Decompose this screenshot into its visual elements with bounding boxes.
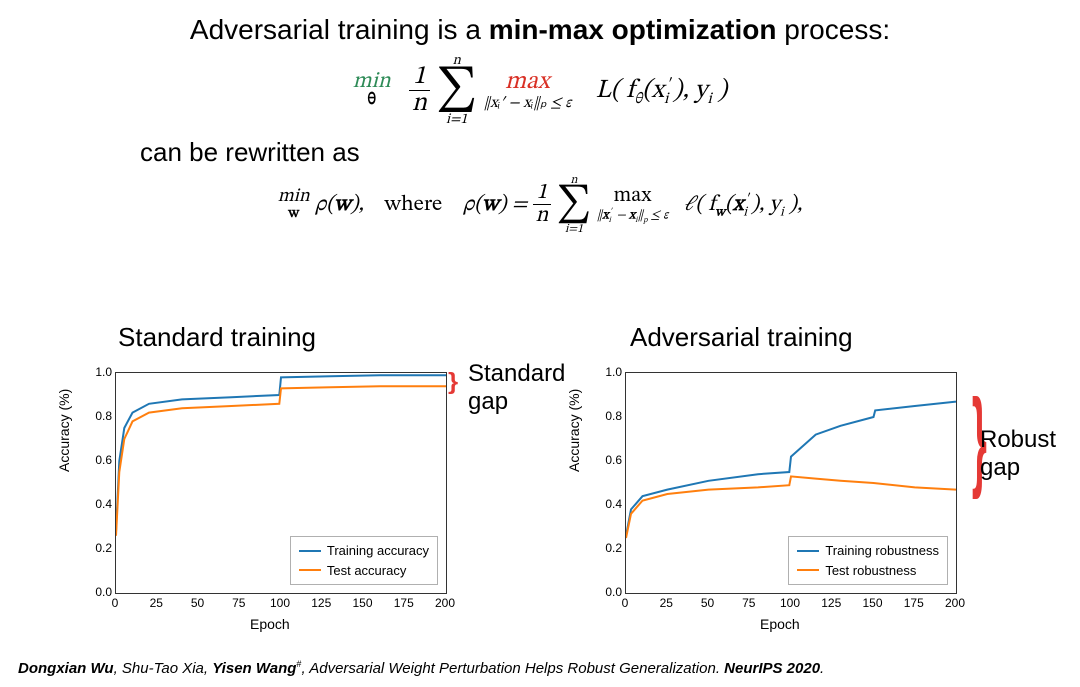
ytick: 0.8 [600,409,622,423]
rewritten-text: can be rewritten as [140,137,1080,168]
chart-right-title: Adversarial training [630,322,853,353]
ytick: 0.0 [600,585,622,599]
ytick: 0.4 [90,497,112,511]
ytick: 0.2 [600,541,622,555]
xtick: 50 [191,596,204,610]
xtick: 0 [112,596,119,610]
formula-minmax: min θ 1n n ∑ i=1 max ‖xᵢ′ − xᵢ‖ₚ ≤ ε L( … [0,54,1080,127]
plot-left: Training accuracy Test accuracy [115,372,447,594]
theta-label: θ [353,93,391,110]
plot-right: Training robustness Test robustness [625,372,957,594]
charts-region: Standard training Adversarial training A… [0,322,1080,652]
line-test-robustness [626,476,956,538]
ytick: 0.4 [600,497,622,511]
ytick: 0.6 [600,453,622,467]
min-w-label: min [278,188,310,207]
xtick: 50 [701,596,714,610]
ytick: 0.2 [90,541,112,555]
ytick: 0.8 [90,409,112,423]
xtick: 200 [945,596,965,610]
xtick: 175 [904,596,924,610]
min-label: min [353,71,391,93]
ylabel-right: Accuracy (%) [566,389,582,472]
formula-rho: min w ρ(w), where ρ(w) = 1n n ∑ i=1 max … [0,174,1080,236]
line-training-robustness [626,402,956,536]
title-post: process: [777,14,891,45]
xtick: 150 [862,596,882,610]
title-bold: min-max optimization [489,14,777,45]
ylabel-left: Accuracy (%) [56,389,72,472]
xtick: 25 [150,596,163,610]
xlabel-left: Epoch [250,616,290,632]
xtick: 175 [394,596,414,610]
legend-right: Training robustness Test robustness [788,536,948,585]
line-training-accuracy [116,375,446,531]
brace-standard-gap: } [448,368,458,396]
adversarial-training-chart: Accuracy (%) Epoch Training robustness T… [570,362,970,632]
xtick: 125 [311,596,331,610]
xtick: 150 [352,596,372,610]
xtick: 200 [435,596,455,610]
citation: Dongxian Wu, Shu-Tao Xia, Yisen Wang#, A… [18,659,1062,677]
ytick: 0.0 [90,585,112,599]
xtick: 100 [780,596,800,610]
sum-lower: i=1 [436,113,477,127]
slide-title: Adversarial training is a min-max optimi… [0,0,1080,46]
standard-training-chart: Accuracy (%) Epoch Training accuracy Tes… [60,362,460,632]
xtick: 75 [742,596,755,610]
xtick: 125 [821,596,841,610]
xtick: 100 [270,596,290,610]
chart-left-title: Standard training [118,322,316,353]
loss2-expr: ℓ( fw(xi′), yi ), [684,194,803,216]
title-pre: Adversarial training is a [190,14,489,45]
legend-left: Training accuracy Test accuracy [290,536,438,585]
w-label: w [278,207,310,221]
ytick: 1.0 [90,365,112,379]
constraint-1: ‖xᵢ′ − xᵢ‖ₚ ≤ ε [484,95,572,111]
ytick: 1.0 [600,365,622,379]
max-label: max [484,69,572,95]
line-test-accuracy [116,386,446,536]
xtick: 75 [232,596,245,610]
xtick: 25 [660,596,673,610]
xlabel-right: Epoch [760,616,800,632]
label-standard-gap: Standardgap [468,360,565,415]
ytick: 0.6 [90,453,112,467]
xtick: 0 [622,596,629,610]
loss-expr: L( fθ(xi′), yi ) [596,78,728,104]
label-robust-gap: Robust gap [980,426,1080,482]
